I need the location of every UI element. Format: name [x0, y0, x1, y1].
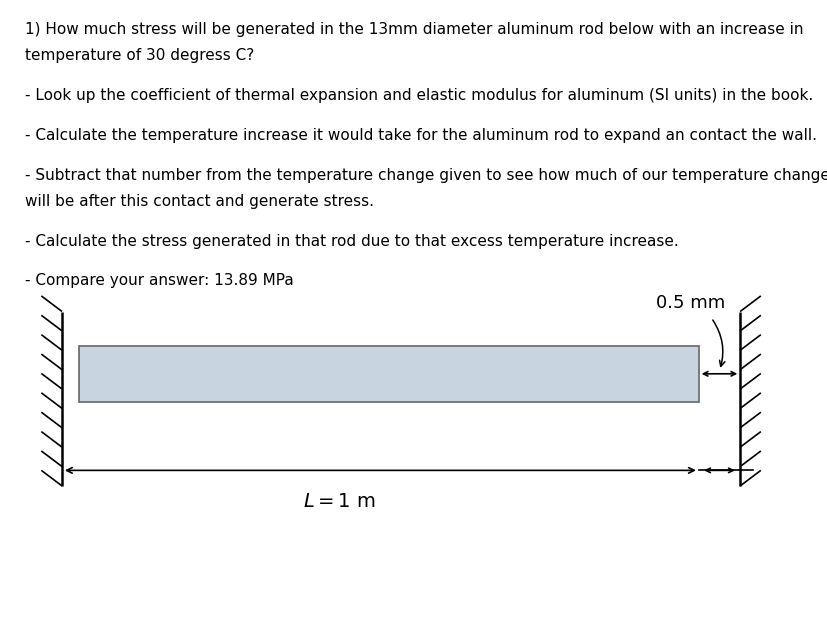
Text: $L = 1$ m: $L = 1$ m — [303, 492, 375, 511]
Bar — [79, 346, 699, 402]
Text: will be after this contact and generate stress.: will be after this contact and generate … — [25, 194, 374, 209]
Text: - Calculate the temperature increase it would take for the aluminum rod to expan: - Calculate the temperature increase it … — [25, 128, 817, 143]
Text: temperature of 30 degress C?: temperature of 30 degress C? — [25, 48, 254, 63]
Text: - Look up the coefficient of thermal expansion and elastic modulus for aluminum : - Look up the coefficient of thermal exp… — [25, 88, 813, 103]
Text: 0.5 mm: 0.5 mm — [656, 293, 725, 312]
Text: - Subtract that number from the temperature change given to see how much of our : - Subtract that number from the temperat… — [25, 168, 827, 183]
Text: 1) How much stress will be generated in the 13mm diameter aluminum rod below wit: 1) How much stress will be generated in … — [25, 22, 803, 37]
Text: - Calculate the stress generated in that rod due to that excess temperature incr: - Calculate the stress generated in that… — [25, 234, 679, 249]
Text: - Compare your answer: 13.89 MPa: - Compare your answer: 13.89 MPa — [25, 273, 294, 288]
